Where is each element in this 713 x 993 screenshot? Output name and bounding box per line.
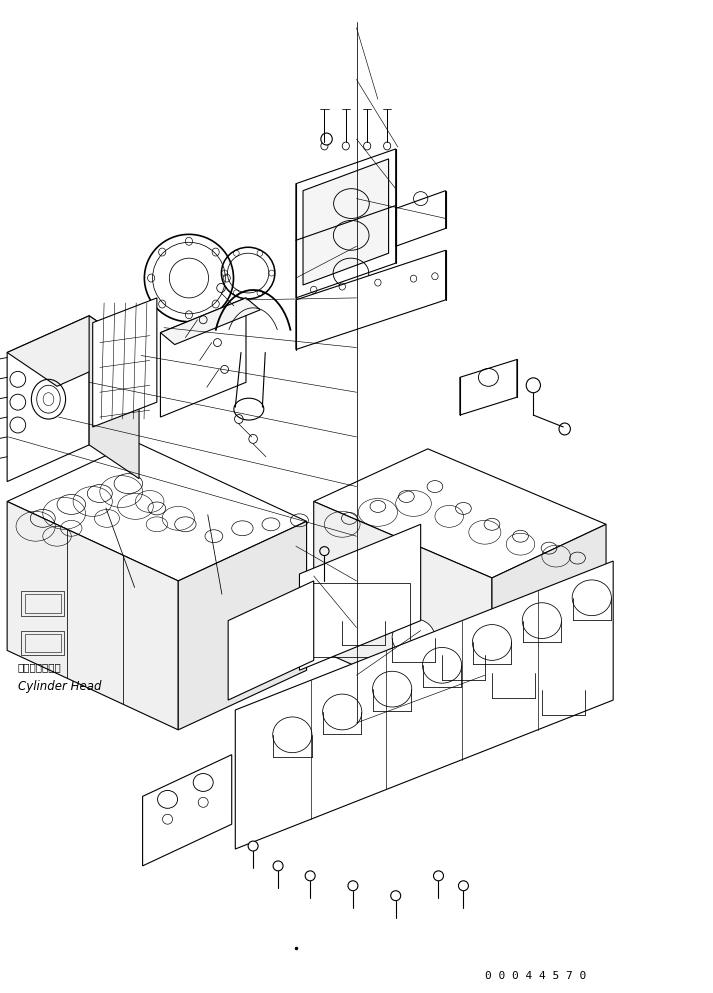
Ellipse shape bbox=[342, 602, 385, 639]
Polygon shape bbox=[314, 449, 606, 578]
Text: シリンダヘッド: シリンダヘッド bbox=[18, 662, 61, 672]
Polygon shape bbox=[7, 501, 178, 730]
Polygon shape bbox=[299, 524, 421, 670]
Ellipse shape bbox=[434, 871, 443, 881]
Polygon shape bbox=[143, 755, 232, 866]
Polygon shape bbox=[178, 521, 307, 730]
Ellipse shape bbox=[422, 647, 462, 683]
Ellipse shape bbox=[458, 881, 468, 891]
Ellipse shape bbox=[492, 654, 535, 692]
Ellipse shape bbox=[273, 861, 283, 871]
Ellipse shape bbox=[442, 637, 485, 674]
Polygon shape bbox=[7, 316, 89, 482]
Bar bbox=[21, 631, 64, 655]
Ellipse shape bbox=[322, 694, 362, 730]
Ellipse shape bbox=[305, 871, 315, 881]
Polygon shape bbox=[228, 581, 314, 700]
Polygon shape bbox=[235, 561, 613, 849]
Ellipse shape bbox=[248, 841, 258, 851]
Polygon shape bbox=[160, 298, 260, 345]
Ellipse shape bbox=[542, 671, 585, 709]
Polygon shape bbox=[396, 191, 446, 246]
Polygon shape bbox=[7, 316, 139, 386]
Polygon shape bbox=[460, 359, 517, 415]
Bar bbox=[25, 594, 61, 613]
Text: Cylinder Head: Cylinder Head bbox=[18, 680, 101, 693]
Ellipse shape bbox=[348, 881, 358, 891]
Ellipse shape bbox=[522, 603, 561, 638]
Ellipse shape bbox=[572, 580, 611, 616]
Ellipse shape bbox=[272, 717, 312, 753]
Polygon shape bbox=[93, 298, 157, 427]
Ellipse shape bbox=[321, 133, 332, 145]
Bar bbox=[21, 591, 64, 616]
Ellipse shape bbox=[392, 619, 435, 656]
Ellipse shape bbox=[472, 625, 511, 660]
Bar bbox=[310, 583, 410, 657]
Polygon shape bbox=[89, 316, 139, 479]
Polygon shape bbox=[303, 159, 389, 285]
Bar bbox=[25, 634, 61, 652]
Polygon shape bbox=[314, 501, 492, 727]
Ellipse shape bbox=[391, 891, 401, 901]
Polygon shape bbox=[7, 442, 307, 581]
Text: 0 0 0 4 4 5 7 0: 0 0 0 4 4 5 7 0 bbox=[485, 971, 586, 981]
Polygon shape bbox=[160, 298, 246, 417]
Polygon shape bbox=[492, 524, 606, 727]
Ellipse shape bbox=[372, 671, 412, 707]
Polygon shape bbox=[296, 250, 446, 350]
Polygon shape bbox=[296, 149, 396, 298]
